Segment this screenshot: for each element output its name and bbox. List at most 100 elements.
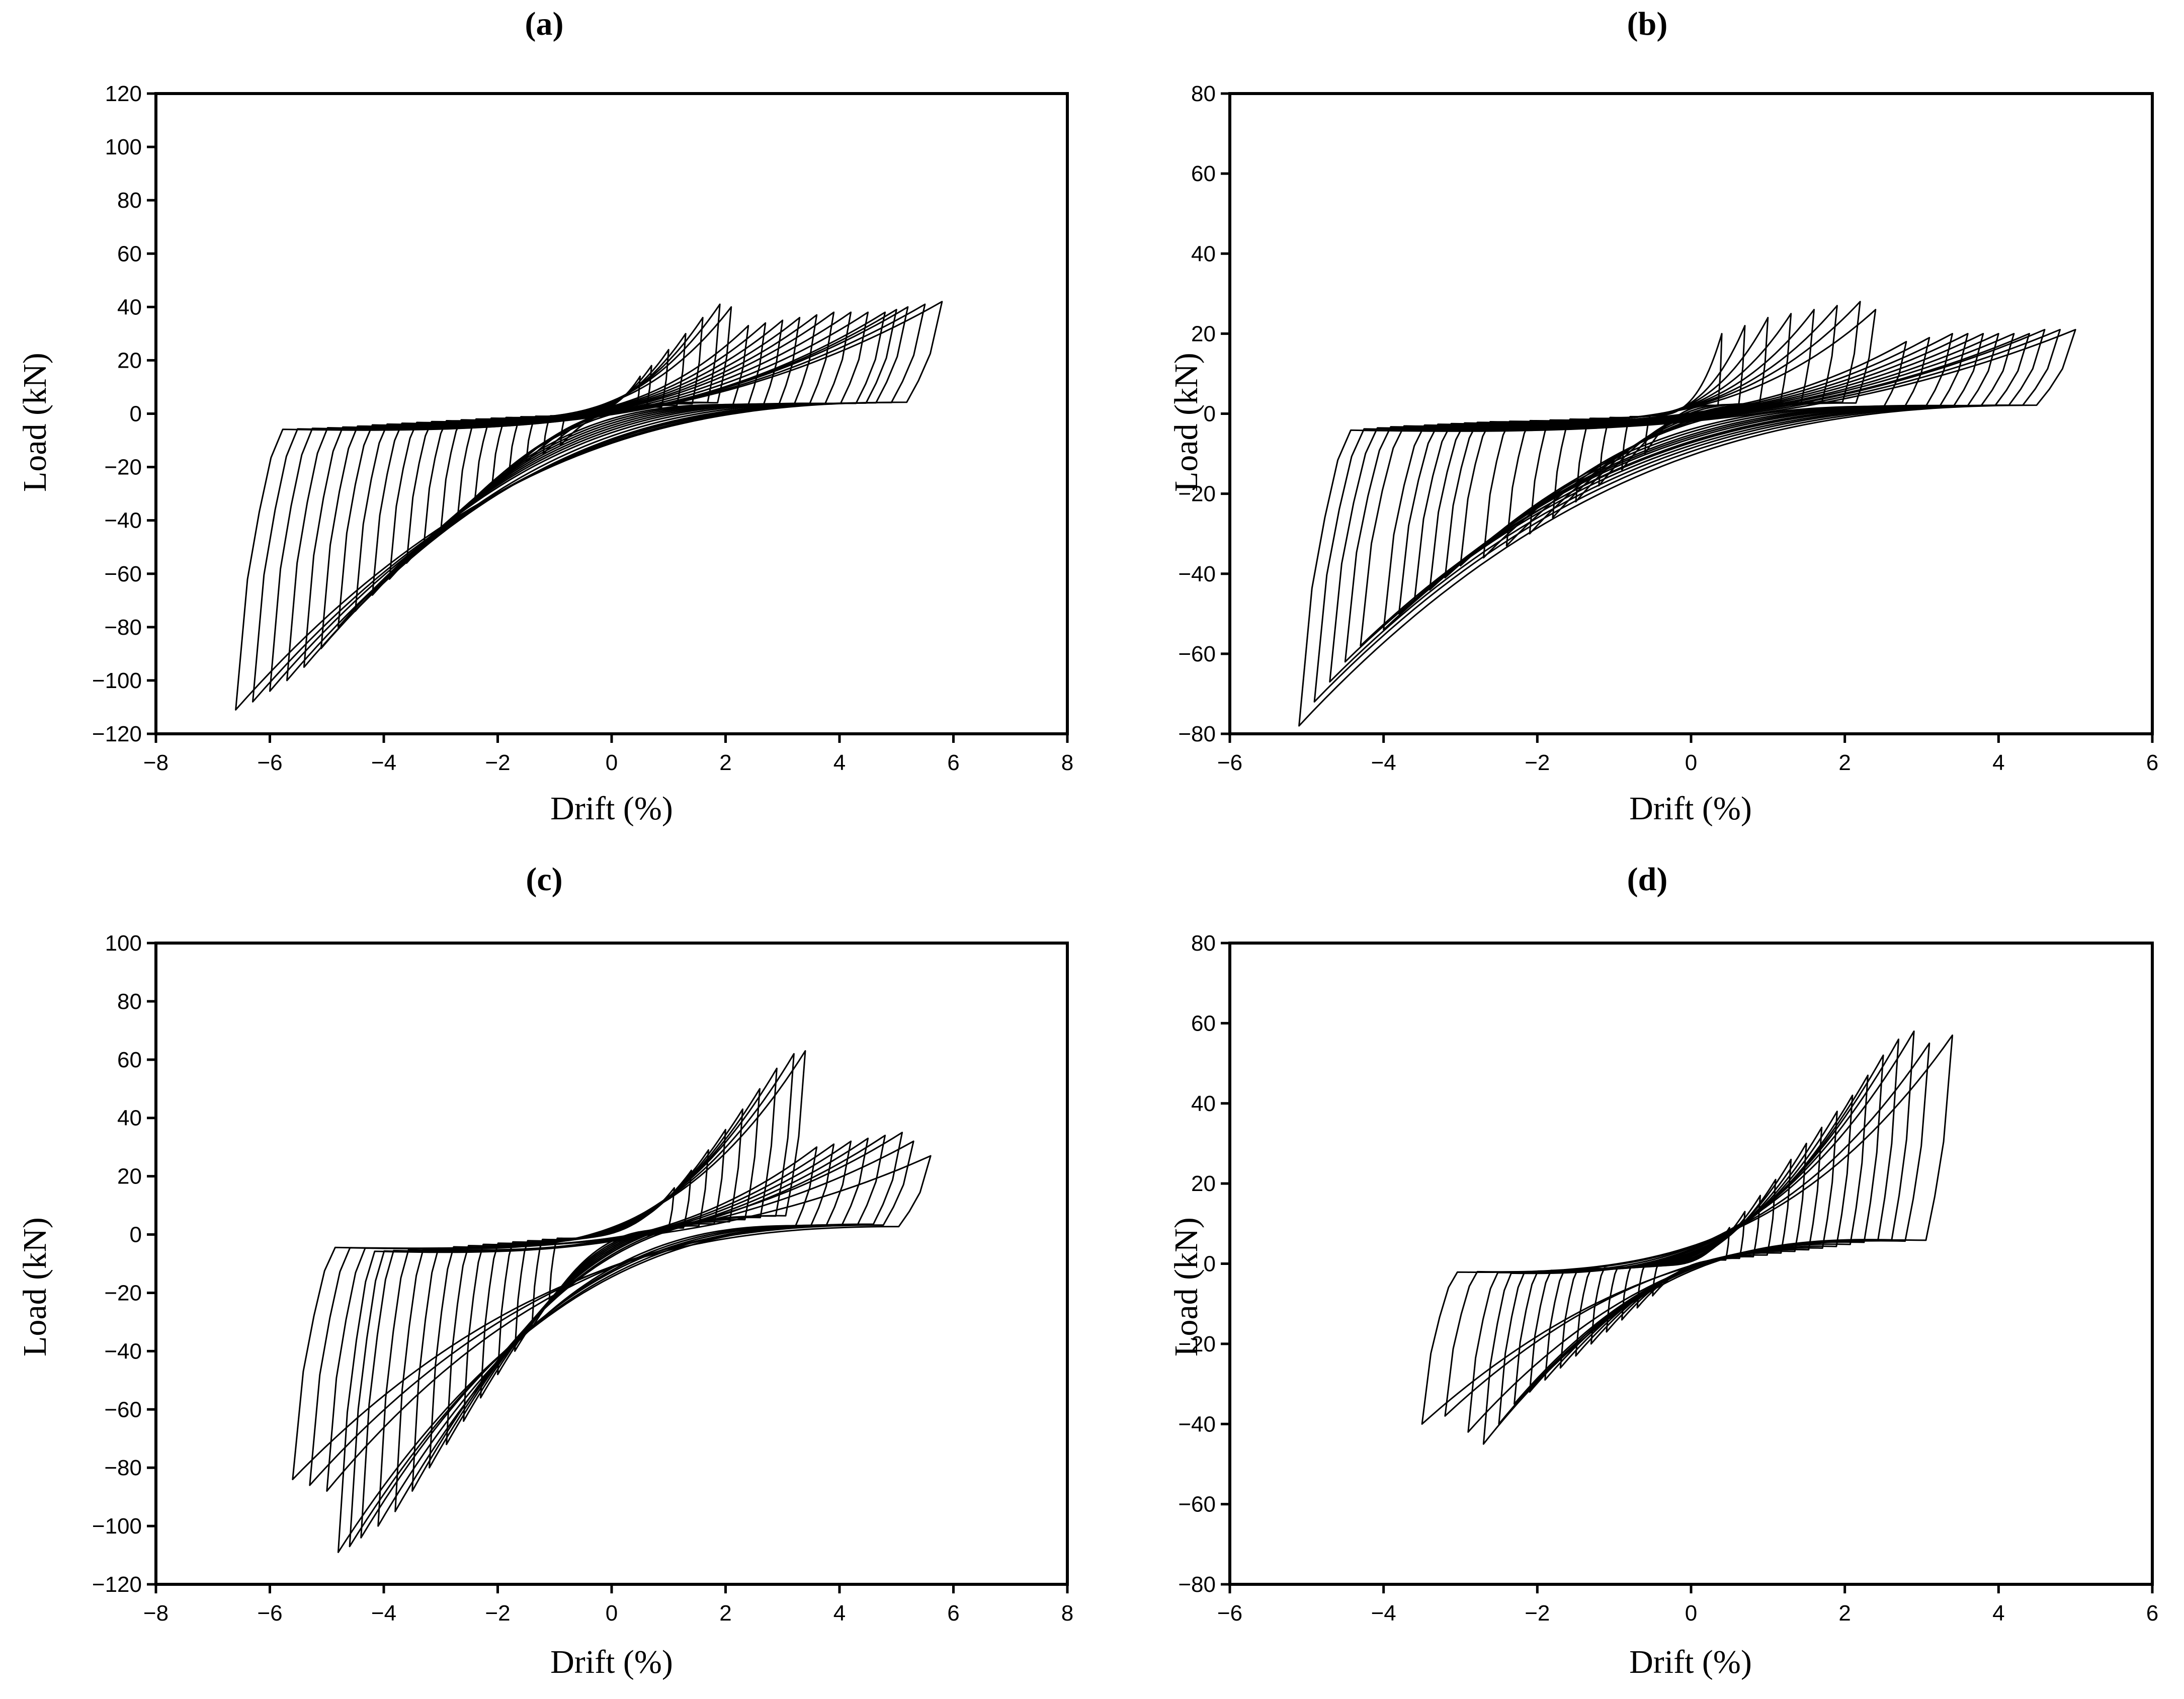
y-tick-label: −40	[1178, 562, 1216, 586]
x-tick-label: −2	[1525, 750, 1550, 775]
y-tick-label: 80	[117, 989, 142, 1014]
y-tick-label: −80	[104, 1456, 142, 1480]
hysteresis-curves	[235, 301, 943, 711]
y-tick-label: 60	[117, 241, 142, 266]
y-tick-label: 0	[1204, 1252, 1216, 1277]
y-tick-label: −20	[104, 455, 142, 480]
series-loop-8	[354, 311, 835, 612]
x-tick-label: 4	[1992, 1601, 2004, 1626]
hysteresis-curves	[292, 1050, 932, 1553]
y-tick-label: 20	[117, 348, 142, 373]
x-tick-label: −6	[257, 1601, 282, 1626]
y-tick-label: 0	[1204, 402, 1216, 427]
y-tick-label: 20	[117, 1164, 142, 1189]
series-loop-8	[394, 1146, 818, 1512]
y-tick-label: −100	[92, 1514, 142, 1539]
series-loop-13	[480, 1108, 743, 1399]
series-loop-12	[423, 322, 767, 548]
panel-title-c: (c)	[526, 861, 563, 898]
plot-frame	[154, 942, 1069, 1586]
plot-frame	[1228, 942, 2154, 1586]
y-tick-label: 40	[117, 1106, 142, 1131]
y-tick-label: −20	[1178, 482, 1216, 506]
x-tick-label: −2	[1525, 1601, 1550, 1626]
y-tick-label: 60	[1191, 1011, 1216, 1036]
x-tick-label: 0	[1685, 1601, 1697, 1626]
x-tick-label: −2	[485, 1601, 510, 1626]
y-tick-label: 0	[130, 402, 142, 427]
series-loop-20	[559, 375, 641, 447]
series-loop-5	[349, 1137, 869, 1548]
series-loop-6	[320, 311, 869, 649]
y-tick-label: −80	[1178, 1572, 1216, 1597]
x-tick-label: 0	[606, 1601, 618, 1626]
x-tick-label: −2	[485, 750, 510, 775]
y-tick-label: 60	[1191, 161, 1216, 186]
hysteresis-curves	[1298, 301, 2076, 727]
series-loop-6	[1383, 332, 1999, 631]
series-loop-7	[1398, 332, 1984, 615]
series-loop-15	[1652, 1227, 1730, 1297]
y-tick-label: −60	[104, 1397, 142, 1422]
y-tick-label: 80	[1191, 81, 1216, 106]
x-tick-label: 4	[1992, 750, 2004, 775]
x-tick-label: 6	[947, 1601, 959, 1626]
y-tick-label: −40	[104, 508, 142, 533]
y-tick-label: −40	[1178, 1412, 1216, 1436]
x-tick-label: 8	[1061, 1601, 1073, 1626]
series-loop-2	[1313, 328, 2061, 703]
y-tick-label: 80	[117, 188, 142, 213]
series-loop-1	[1421, 1034, 1954, 1425]
series-loop-7	[337, 311, 852, 628]
x-tick-label: −4	[1371, 750, 1396, 775]
chart-panel-c: (c) Load (kN) −8 −6 −4 −2 0 2 4 6 8 −120 −100 −80 −6…	[0, 850, 1092, 1699]
y-tick-label: 100	[105, 135, 142, 159]
y-tick-label: 40	[117, 295, 142, 319]
x-tick-label: −8	[143, 1601, 169, 1626]
x-axis-label-b: Drift (%)	[1629, 790, 1752, 827]
series-loop-18	[1621, 325, 1746, 471]
y-tick-label: 20	[1191, 1171, 1216, 1196]
series-loop-2	[1444, 1042, 1930, 1417]
x-tick-label: −6	[1217, 750, 1242, 775]
series-loop-1	[1298, 328, 2076, 727]
series-loop-19	[1644, 332, 1723, 455]
y-tick-label: 20	[1191, 321, 1216, 346]
plot-area-a: −8 −6 −4 −2 0 2 4 6 8−120−100−80−60−40−200204060…	[92, 81, 1073, 775]
panel-title-d: (d)	[1627, 861, 1668, 898]
x-tick-label: −6	[257, 750, 282, 775]
plot-area-c: −8 −6 −4 −2 0 2 4 6 8−120−100−80−60−40−200204060…	[92, 931, 1073, 1626]
x-tick-label: −4	[371, 1601, 396, 1626]
y-tick-label: 120	[105, 81, 142, 106]
y-tick-label: −60	[1178, 1492, 1216, 1517]
x-axis-label-d: Drift (%)	[1629, 1644, 1752, 1680]
x-tick-label: 6	[2146, 1601, 2158, 1626]
x-tick-label: −6	[1217, 1601, 1242, 1626]
x-tick-label: −4	[1371, 1601, 1396, 1626]
x-tick-label: 2	[719, 750, 731, 775]
y-tick-label: 40	[1191, 1091, 1216, 1116]
y-tick-label: 80	[1191, 931, 1216, 956]
y-tick-label: −80	[1178, 722, 1216, 746]
chart-panel-d: (d) Load (kN) −6 −4 −2 0 2 4 6 −80 −60 −40 −20 0 20 4…	[1092, 850, 2184, 1699]
chart-panel-b: (b) Load (kN) −6 −4 −2 0 2 4 6 −80 −60 −40 −20 0 20 4…	[1092, 0, 2184, 850]
y-tick-label: −120	[92, 1572, 142, 1597]
y-tick-label: −120	[92, 722, 142, 746]
y-tick-label: 100	[105, 931, 142, 956]
series-loop-3	[1329, 328, 2046, 683]
y-tick-label: −20	[104, 1281, 142, 1305]
x-tick-label: −8	[143, 750, 169, 775]
panel-title-a: (a)	[525, 6, 564, 42]
series-loop-4	[337, 1135, 886, 1553]
series-loop-7	[377, 1143, 835, 1527]
y-tick-label: 0	[130, 1223, 142, 1247]
x-tick-label: −4	[371, 750, 396, 775]
chart-panel-a: (a) Load (kN) −8 −6 −4 −2 0 2 4 6 8 −120 −100 −80 −6…	[0, 0, 1092, 850]
y-tick-label: 40	[1191, 241, 1216, 266]
x-tick-label: 2	[1838, 750, 1851, 775]
x-tick-label: 0	[1685, 750, 1697, 775]
series-loop-3	[326, 1132, 903, 1492]
x-tick-label: 0	[606, 750, 618, 775]
